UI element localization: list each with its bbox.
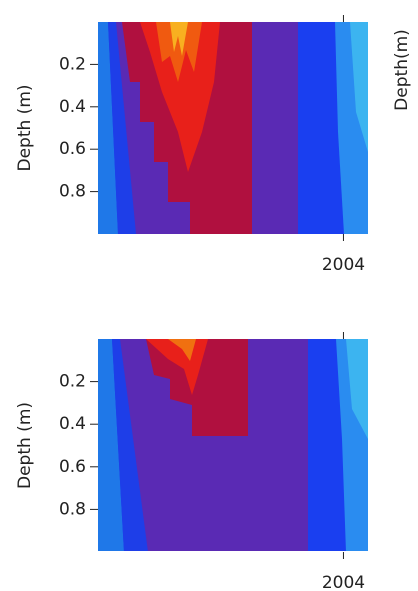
y-tick-label: 0.8 [59,499,86,519]
x-tick-label: 2004 [322,255,365,275]
y-tick-label: 0.4 [59,414,86,434]
y-tick-label: 0.6 [59,457,86,477]
y-tick-label: 0.6 [59,139,86,159]
y-axis-label: Depth (m) [15,84,35,171]
y-tick-label: 0.4 [59,97,86,117]
y-tick-label: 0.2 [59,372,86,392]
y-tick-label: 0.2 [59,54,86,74]
contour-fill [98,339,368,551]
y-axis-label: Depth (m) [15,402,35,489]
contour-fill [98,22,368,234]
x-tick-label: 2004 [322,573,365,591]
y-tick-label: 0.8 [59,182,86,202]
neighbor-y-axis-label: Depth(m) [392,29,412,111]
